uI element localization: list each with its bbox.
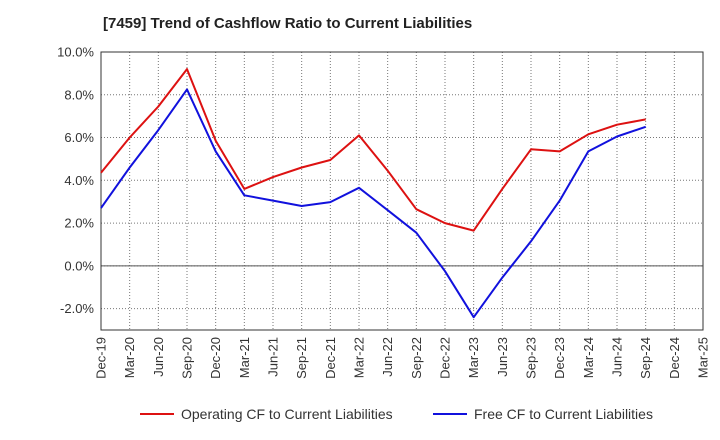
plot-area <box>100 51 704 331</box>
x-tick-label: Dec-24 <box>667 337 682 379</box>
series-line-free-cf <box>100 88 647 319</box>
x-tick-label: Jun-20 <box>151 337 166 377</box>
x-tick-label: Sep-21 <box>294 337 309 379</box>
series-line-operating-cf <box>100 68 646 232</box>
x-tick-label: Mar-21 <box>237 337 252 378</box>
x-tick-label: Dec-20 <box>208 337 223 379</box>
x-tick-label: Mar-24 <box>581 337 596 378</box>
x-tick-label: Jun-23 <box>495 337 510 377</box>
x-tick-label: Sep-23 <box>524 337 539 379</box>
y-axis: 10.0% 8.0% 6.0% 4.0% 2.0% 0.0% -2.0% <box>57 45 94 317</box>
y-tick-label: 2.0% <box>64 216 94 231</box>
x-tick-label: Dec-22 <box>438 337 453 379</box>
chart-title: [7459] Trend of Cashflow Ratio to Curren… <box>103 15 473 32</box>
legend-label: Free CF to Current Liabilities <box>474 406 653 422</box>
x-axis: Dec-19 Mar-20 Jun-20 Sep-20 Dec-20 Mar-21 Jun-… <box>94 337 711 379</box>
legend: Operating CF to Current Liabilities Free … <box>140 406 653 422</box>
x-tick-label: Mar-25 <box>696 337 711 378</box>
y-tick-label: 0.0% <box>64 258 94 273</box>
x-tick-label: Dec-23 <box>552 337 567 379</box>
x-tick-label: Sep-22 <box>409 337 424 379</box>
y-tick-label: -2.0% <box>60 301 94 316</box>
y-tick-label: 6.0% <box>64 130 94 145</box>
legend-label: Operating CF to Current Liabilities <box>181 406 393 422</box>
y-tick-label: 4.0% <box>64 173 94 188</box>
x-tick-label: Dec-19 <box>94 337 109 379</box>
x-tick-label: Dec-21 <box>323 337 338 379</box>
y-tick-label: 8.0% <box>64 87 94 102</box>
x-tick-label: Mar-22 <box>352 337 367 378</box>
x-tick-label: Sep-24 <box>638 337 653 379</box>
x-tick-label: Jun-24 <box>610 337 625 377</box>
gridlines <box>101 52 703 330</box>
x-tick-label: Mar-23 <box>466 337 481 378</box>
y-tick-label: 10.0% <box>57 45 94 60</box>
x-tick-label: Jun-21 <box>266 337 281 377</box>
series-lines <box>100 68 647 319</box>
x-tick-label: Jun-22 <box>380 337 395 377</box>
x-tick-label: Sep-20 <box>180 337 195 379</box>
x-tick-label: Mar-20 <box>122 337 137 378</box>
